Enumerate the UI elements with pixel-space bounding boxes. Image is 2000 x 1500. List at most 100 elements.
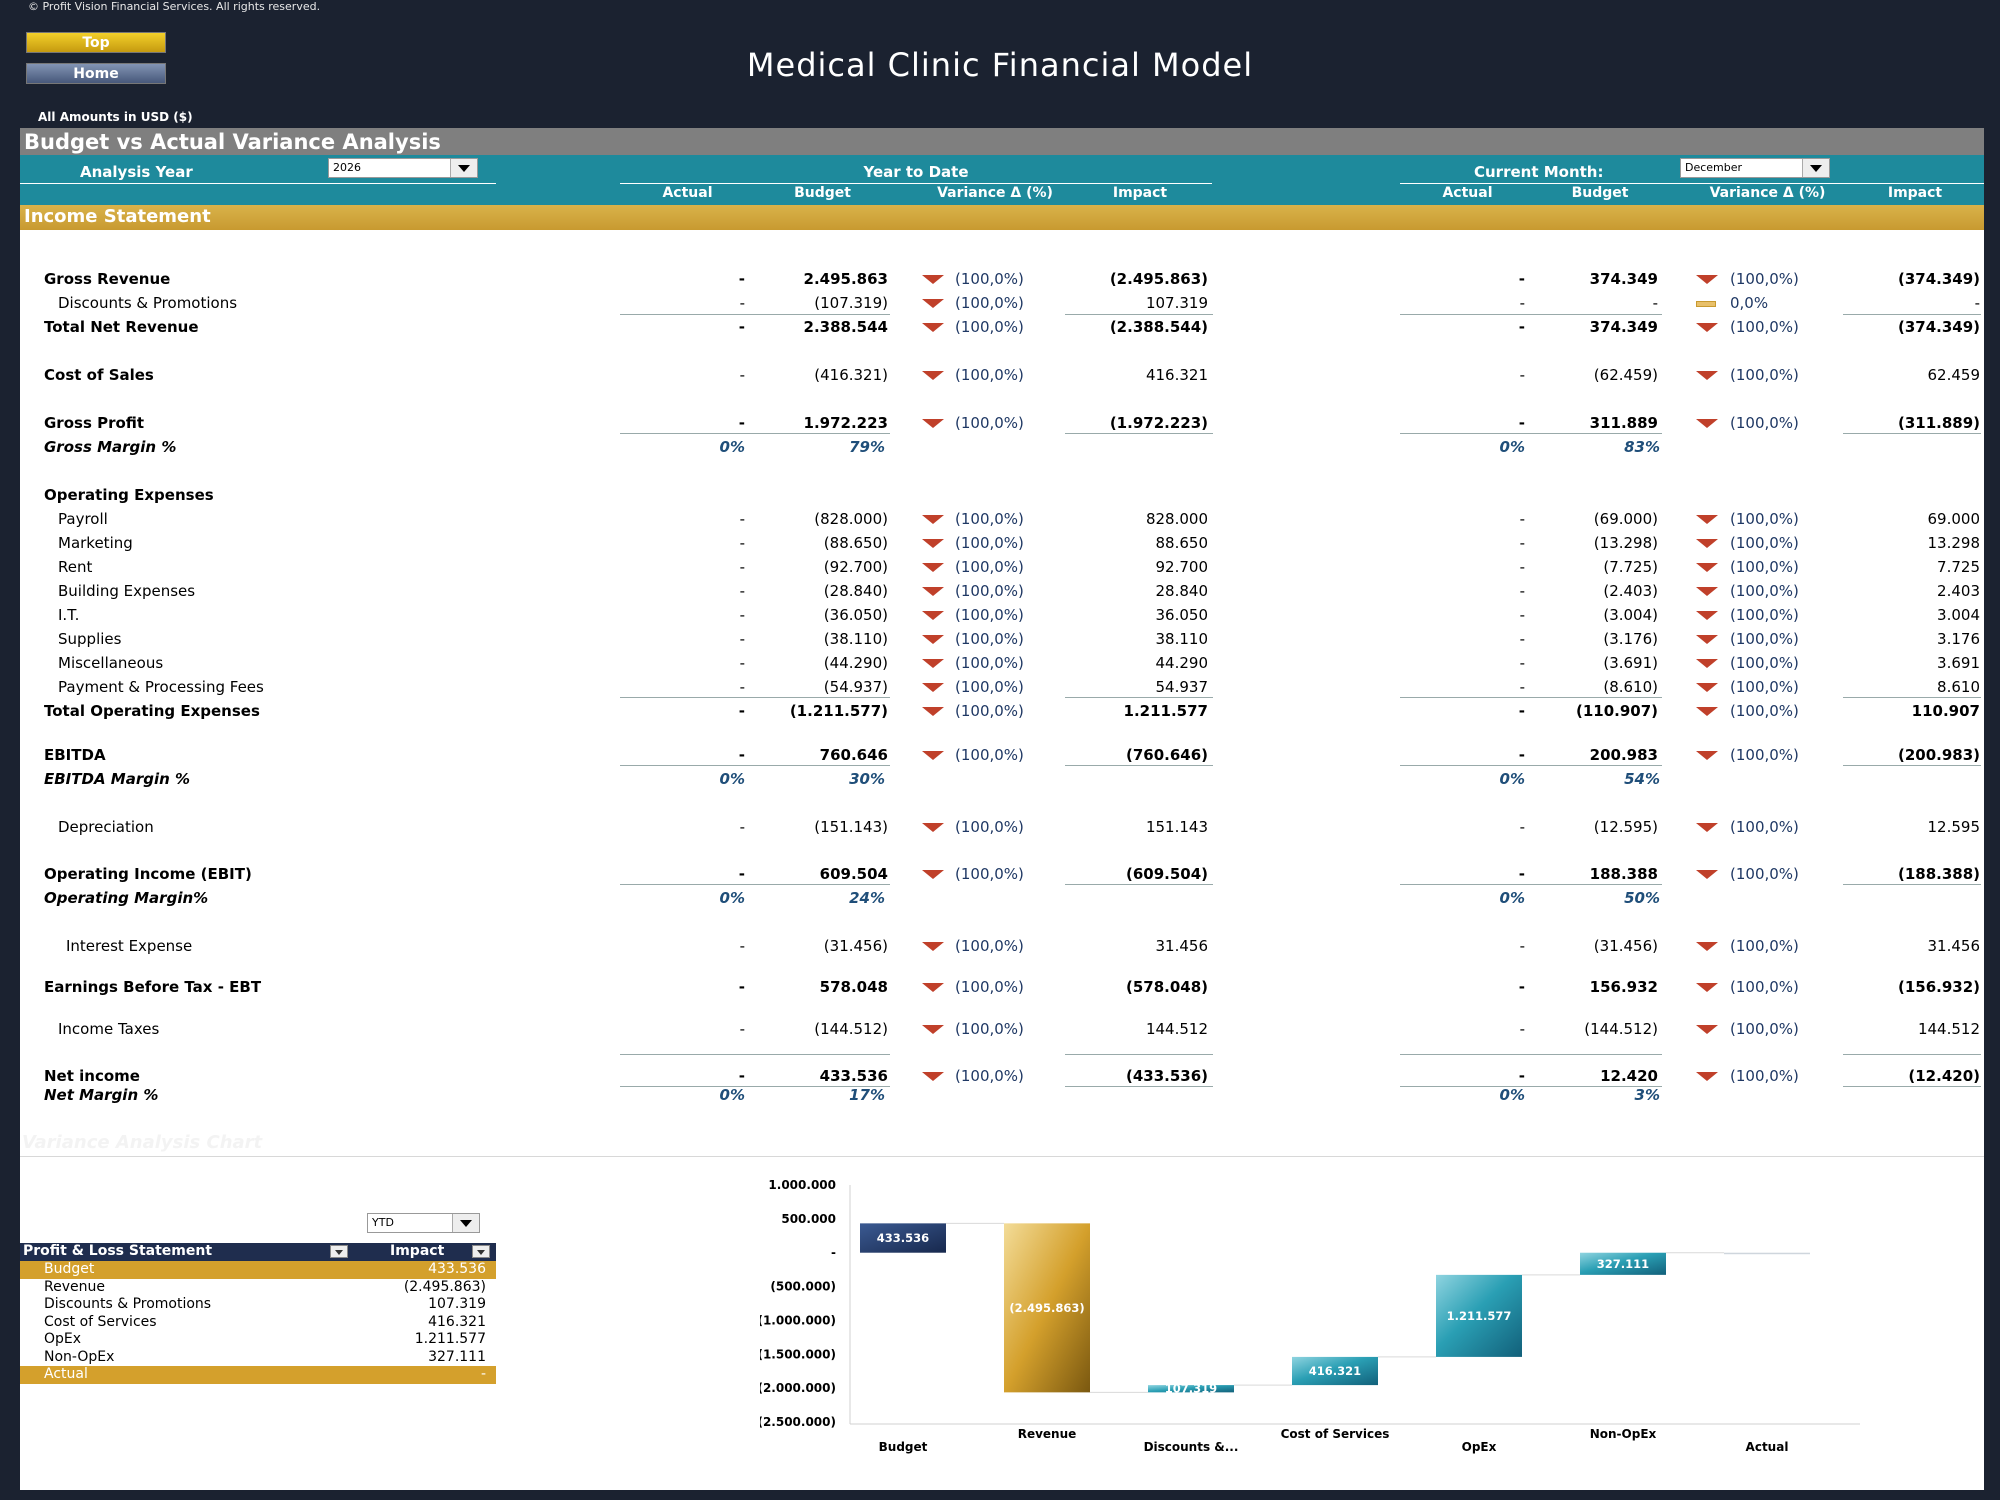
ytd-budget: (31.456) xyxy=(823,937,888,955)
waterfall-bar xyxy=(1580,1252,1666,1275)
down-arrow-icon xyxy=(922,611,944,620)
down-arrow-icon xyxy=(922,870,944,879)
data-label: (2.495.863) xyxy=(1009,1301,1084,1315)
data-label: 107.319 xyxy=(1165,1382,1217,1396)
table-row: Discounts & Promotions 107.319 xyxy=(20,1296,496,1314)
filter-icon[interactable] xyxy=(472,1245,490,1258)
month-budget: (110.907) xyxy=(1575,702,1658,720)
analysis-year-select[interactable]: 2026 xyxy=(328,158,478,178)
month-variance: (100,0%) xyxy=(1730,818,1799,836)
ytd-actual: - xyxy=(739,818,745,836)
home-button[interactable]: Home xyxy=(26,63,166,84)
month-budget-pct: 3% xyxy=(1634,1086,1660,1104)
down-arrow-icon xyxy=(1696,275,1718,284)
month-impact: 3.691 xyxy=(1937,654,1980,672)
month-variance: (100,0%) xyxy=(1730,318,1799,336)
dropdown-arrow-icon[interactable] xyxy=(450,159,477,177)
down-arrow-icon xyxy=(1696,515,1718,524)
month-budget: - xyxy=(1652,294,1658,312)
month-variance: 0,0% xyxy=(1730,294,1769,312)
pl-row-label: Cost of Services xyxy=(44,1313,157,1330)
pl-table-header: Profit & Loss Statement Impact xyxy=(20,1243,496,1261)
period-select[interactable]: YTD xyxy=(367,1213,480,1233)
underline xyxy=(620,697,890,698)
down-arrow-icon xyxy=(922,371,944,380)
x-category-label: Cost of Services xyxy=(1281,1427,1390,1441)
row-label: Income Taxes xyxy=(58,1020,160,1038)
underline xyxy=(1065,1086,1213,1087)
ytd-impact: (1.972.223) xyxy=(1109,414,1208,432)
top-button[interactable]: Top xyxy=(26,32,166,53)
down-arrow-icon xyxy=(922,515,944,524)
x-category-label: Budget xyxy=(879,1440,928,1454)
month-actual: - xyxy=(1519,606,1525,624)
ytd-variance: (100,0%) xyxy=(955,582,1024,600)
section-header-bar xyxy=(20,128,1984,155)
month-actual-pct: 0% xyxy=(1499,889,1525,907)
amounts-note: All Amounts in USD ($) xyxy=(38,110,193,124)
table-row: Actual - xyxy=(20,1366,496,1384)
month-impact: (12.420) xyxy=(1908,1067,1980,1085)
month-impact: 62.459 xyxy=(1927,366,1981,384)
divider xyxy=(1400,183,1984,184)
row-label: Interest Expense xyxy=(66,937,193,955)
month-budget: 311.889 xyxy=(1589,414,1658,432)
down-arrow-icon xyxy=(1696,539,1718,548)
row-label: Gross Revenue xyxy=(44,270,171,288)
ytd-budget: (151.143) xyxy=(814,818,888,836)
ytd-actual: - xyxy=(739,654,745,672)
y-tick-label: 1.000.000 xyxy=(768,1178,836,1192)
month-actual: - xyxy=(1518,978,1525,996)
ytd-variance: (100,0%) xyxy=(955,630,1024,648)
ytd-impact: 416.321 xyxy=(1145,366,1208,384)
row-label: Cost of Sales xyxy=(44,366,154,384)
row-label: Building Expenses xyxy=(58,582,196,600)
month-budget-pct: 50% xyxy=(1624,889,1660,907)
data-label: 327.111 xyxy=(1597,1257,1649,1271)
ytd-variance: (100,0%) xyxy=(955,1067,1024,1085)
month-impact: (374.349) xyxy=(1897,270,1980,288)
ytd-impact: 44.290 xyxy=(1155,654,1209,672)
down-arrow-icon xyxy=(1696,1072,1718,1081)
current-month-select[interactable]: December xyxy=(1680,158,1830,178)
row-label: Discounts & Promotions xyxy=(58,294,238,312)
ytd-budget: 1.972.223 xyxy=(803,414,888,432)
month-budget: (2.403) xyxy=(1603,582,1658,600)
ytd-actual-pct: 0% xyxy=(719,1086,745,1104)
underline xyxy=(620,884,890,885)
month-actual: - xyxy=(1519,818,1525,836)
down-arrow-icon xyxy=(922,635,944,644)
ytd-variance: (100,0%) xyxy=(955,534,1024,552)
ytd-budget: (54.937) xyxy=(823,678,888,696)
ytd-variance: (100,0%) xyxy=(955,414,1024,432)
ytd-actual: - xyxy=(739,678,745,696)
ytd-actual: - xyxy=(739,606,745,624)
down-arrow-icon xyxy=(922,419,944,428)
down-arrow-icon xyxy=(922,751,944,760)
ytd-variance: (100,0%) xyxy=(955,654,1024,672)
month-impact: (188.388) xyxy=(1897,865,1980,883)
underline xyxy=(1065,697,1213,698)
ytd-variance: (100,0%) xyxy=(955,366,1024,384)
underline xyxy=(1843,314,1981,315)
filter-icon[interactable] xyxy=(330,1245,348,1258)
month-budget: 156.932 xyxy=(1589,978,1658,996)
dropdown-arrow-icon[interactable] xyxy=(452,1214,479,1232)
down-arrow-icon xyxy=(922,823,944,832)
month-impact: (374.349) xyxy=(1897,318,1980,336)
ytd-budget-pct: 79% xyxy=(849,438,885,456)
month-actual: - xyxy=(1519,630,1525,648)
underline xyxy=(1400,1086,1662,1087)
dropdown-arrow-icon[interactable] xyxy=(1802,159,1829,177)
ytd-col-budget: Budget xyxy=(794,185,851,201)
ytd-impact: 92.700 xyxy=(1155,558,1209,576)
month-impact: 69.000 xyxy=(1927,510,1981,528)
month-actual: - xyxy=(1519,366,1525,384)
month-variance: (100,0%) xyxy=(1730,606,1799,624)
month-actual-pct: 0% xyxy=(1499,438,1525,456)
row-label: Payment & Processing Fees xyxy=(58,678,264,696)
ytd-actual: - xyxy=(739,510,745,528)
ytd-budget: (44.290) xyxy=(823,654,888,672)
y-tick-label: (1.500.000) xyxy=(760,1347,836,1361)
underline xyxy=(1065,884,1213,885)
